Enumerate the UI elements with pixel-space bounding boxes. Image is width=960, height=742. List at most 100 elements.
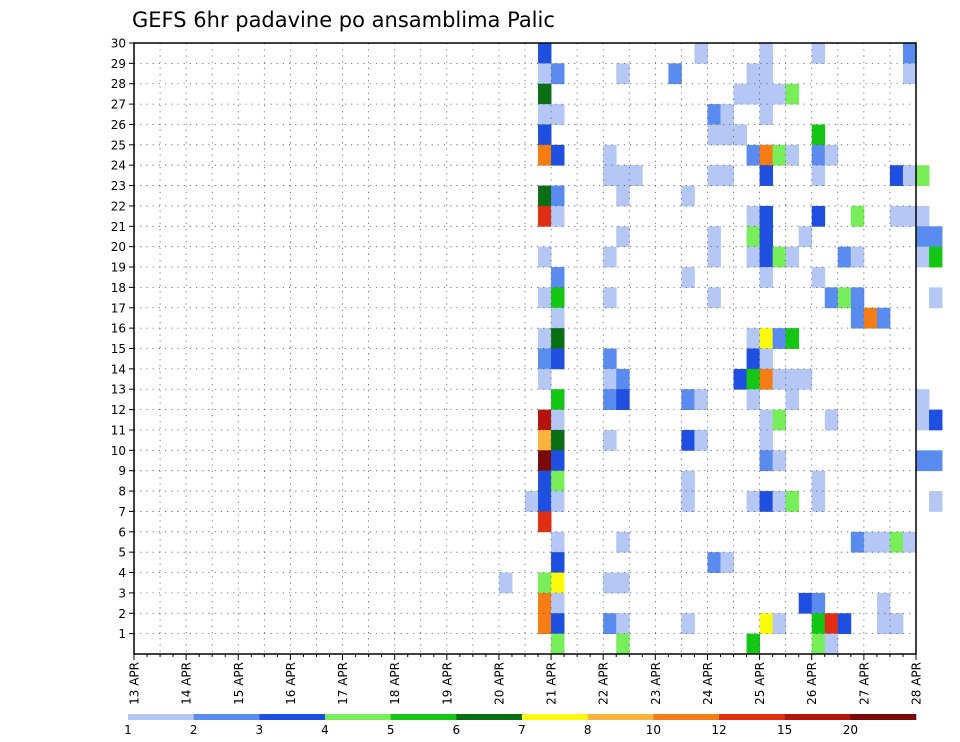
- precip-cell: [551, 450, 565, 472]
- x-tick-label: 16 APR: [284, 662, 298, 705]
- precip-cell: [811, 613, 826, 635]
- precip-cell: [525, 491, 539, 512]
- y-tick-label: 6: [118, 525, 126, 539]
- precip-cell: [876, 613, 891, 635]
- precip-cell: [759, 43, 774, 64]
- precip-cell: [681, 613, 695, 635]
- x-ticks: 13 APR 14 APR 15 APR 16 APR 17 APR 18 APR 19 A…: [128, 654, 924, 705]
- precip-cell: [902, 205, 917, 227]
- x-tick-label: 19 APR: [440, 662, 454, 705]
- precip-cell: [746, 144, 760, 166]
- precip-cell: [720, 124, 734, 146]
- y-ticks: 1234567891011121314151617181920212223242…: [111, 37, 134, 641]
- colorbar-label: 8: [584, 723, 592, 737]
- precip-cell: [746, 491, 760, 512]
- precip-cell: [772, 246, 787, 268]
- precip-cell: [876, 592, 891, 614]
- precip-cell: [707, 124, 721, 146]
- precip-cell: [850, 307, 865, 329]
- x-tick-label: 23 APR: [649, 662, 663, 705]
- colorbar-label: 4: [321, 723, 329, 737]
- precip-cell: [902, 531, 917, 553]
- precip-cell: [733, 83, 747, 105]
- precip-cell: [929, 287, 943, 309]
- y-tick-label: 20: [111, 240, 126, 254]
- precip-cell: [772, 409, 787, 431]
- precip-cell: [889, 531, 904, 553]
- precip-cell: [616, 613, 630, 635]
- precip-cell: [811, 205, 826, 227]
- precip-cell: [759, 246, 774, 268]
- precip-cell: [746, 328, 760, 349]
- y-tick-label: 16: [111, 322, 126, 336]
- x-tick-label: 26 APR: [805, 662, 819, 705]
- y-tick-label: 5: [118, 546, 126, 560]
- precip-cell: [746, 348, 760, 370]
- colorbar-swatch: [390, 714, 457, 720]
- precip-cell: [876, 531, 891, 553]
- precip-cell: [902, 43, 917, 64]
- precip-cell: [616, 531, 630, 553]
- precip-cell: [772, 491, 787, 512]
- precip-cell: [538, 409, 552, 431]
- colorbar-swatch: [456, 714, 523, 720]
- x-tick-label: 20 APR: [492, 662, 506, 705]
- precip-cell: [538, 450, 552, 472]
- colorbar-swatch: [587, 714, 654, 720]
- colorbar-swatch: [850, 714, 917, 720]
- precip-cell: [603, 572, 617, 594]
- precip-cell: [759, 144, 774, 166]
- precip-cell: [538, 104, 552, 125]
- y-tick-label: 3: [118, 586, 126, 600]
- precip-cell: [551, 572, 565, 594]
- colorbar-label: 3: [256, 723, 264, 737]
- precip-cell: [798, 226, 813, 248]
- precip-cell: [759, 63, 774, 85]
- precip-cell: [746, 205, 760, 227]
- y-tick-label: 28: [111, 77, 126, 91]
- precip-cell: [720, 552, 734, 573]
- precip-cell: [850, 287, 865, 309]
- precip-cell: [616, 368, 630, 390]
- precip-cell: [551, 491, 565, 512]
- precip-cell: [929, 409, 943, 431]
- colorbar-label: 10: [646, 723, 661, 737]
- precip-cell: [785, 491, 800, 512]
- x-tick-label: 15 APR: [232, 662, 246, 705]
- precip-cell: [916, 165, 930, 186]
- precip-cell: [824, 613, 839, 635]
- precip-cell: [746, 368, 760, 390]
- precip-cell: [538, 287, 552, 309]
- precip-cell: [616, 572, 630, 594]
- precip-cell: [759, 226, 774, 248]
- precip-cell: [902, 63, 917, 85]
- colorbar-label: 20: [843, 723, 858, 737]
- precip-cell: [616, 165, 630, 186]
- precip-cell: [538, 429, 552, 451]
- precip-cell: [916, 450, 930, 472]
- precip-cell: [785, 246, 800, 268]
- precip-cell: [681, 429, 695, 451]
- precip-cell: [707, 226, 721, 248]
- precip-cell: [902, 165, 917, 186]
- colorbar-label: 6: [453, 723, 461, 737]
- precip-cell: [616, 185, 630, 207]
- precip-cell: [889, 165, 904, 186]
- x-tick-label: 24 APR: [701, 662, 715, 705]
- precip-cell: [811, 491, 826, 512]
- x-tick-label: 27 APR: [857, 662, 871, 705]
- colorbar-swatch: [522, 714, 588, 720]
- precip-cell: [863, 307, 878, 329]
- precip-cell: [538, 124, 552, 146]
- precip-cell: [798, 368, 813, 390]
- precip-cell: [538, 348, 552, 370]
- colorbar-label: 12: [711, 723, 726, 737]
- precip-cell: [837, 287, 852, 309]
- precip-cell: [759, 267, 774, 288]
- precip-cell: [889, 613, 904, 635]
- y-tick-label: 30: [111, 37, 126, 51]
- grid-layer: [134, 43, 916, 654]
- y-tick-label: 1: [118, 627, 126, 641]
- precip-cell: [772, 328, 787, 349]
- y-tick-label: 24: [111, 159, 126, 173]
